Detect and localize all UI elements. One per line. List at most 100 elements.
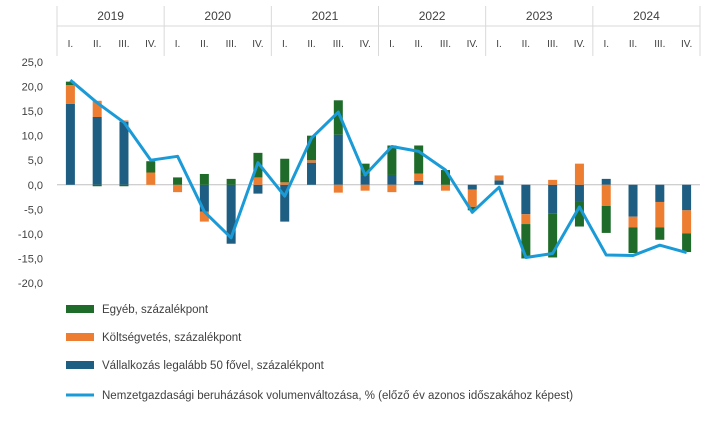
bar-segment [548, 179, 558, 185]
quarter-label: III. [333, 39, 344, 50]
quarter-label: I. [68, 39, 74, 50]
quarter-label: I. [389, 39, 395, 50]
investment-line [69, 79, 687, 259]
bar-segment [280, 184, 290, 222]
bar-segment [467, 206, 477, 211]
quarter-label: IV. [467, 39, 478, 50]
bar-segment [628, 184, 638, 217]
bar-segment [333, 100, 343, 135]
quarter-label: IV. [252, 39, 263, 50]
legend-label: Költségvetés, százalékpont [102, 332, 242, 344]
bar-segment [360, 163, 370, 176]
bar-segment [360, 184, 370, 191]
bar-segment [440, 184, 450, 191]
quarter-label: II. [415, 39, 423, 50]
bar-segment [199, 211, 209, 222]
period-header-grid: 2019 I. II. III. IV. 2020 I. II. III. IV. 2021 I. II… [56, 6, 701, 56]
bar-segment [253, 184, 263, 194]
bar-segment [467, 184, 477, 190]
quarter-label: II. [200, 39, 208, 50]
bar-segment [521, 214, 531, 225]
investment-line-path [69, 79, 687, 259]
bar-segment [414, 173, 424, 181]
bar-segment [92, 117, 102, 185]
bar-segment [146, 161, 156, 173]
bar-segment [601, 205, 611, 233]
bar-segment [682, 184, 692, 211]
bar-segment [682, 233, 692, 253]
bar-segment [574, 184, 584, 202]
bar-segment [655, 201, 665, 228]
bar-segment [628, 216, 638, 228]
bar-segment [226, 184, 236, 244]
quarter-label: III. [226, 39, 237, 50]
bar-segment [494, 180, 504, 185]
quarter-label: II. [307, 39, 315, 50]
bar-segment [253, 177, 263, 185]
y-tick-label: 0,0 [28, 180, 43, 192]
bar-segment [92, 100, 102, 118]
legend-label: Vállalkozás legalább 50 fővel, százalékp… [102, 360, 325, 372]
bar-segment [387, 145, 397, 175]
bar-segment [65, 85, 75, 104]
bar-segment [360, 175, 370, 185]
bar-segment [173, 184, 183, 193]
bar-segment [601, 178, 611, 185]
y-tick-label: -20,0 [18, 278, 43, 290]
year-label: 2019 [97, 9, 124, 23]
bar-segment [307, 135, 317, 161]
bar-segment [280, 158, 290, 183]
bar-segment [548, 213, 558, 258]
bar-segment [199, 184, 209, 212]
quarter-label: III. [118, 39, 129, 50]
bar-segment [333, 184, 343, 193]
bar-segment [173, 177, 183, 185]
y-tick-label: -5,0 [24, 204, 43, 216]
bar-segment [628, 227, 638, 254]
quarter-label: III. [547, 39, 558, 50]
quarter-label: II. [629, 39, 637, 50]
quarter-label: III. [440, 39, 451, 50]
legend-label: Egyéb, százalékpont [102, 304, 209, 316]
quarter-label: II. [522, 39, 530, 50]
year-label: 2020 [204, 9, 231, 23]
bar-segment [226, 178, 236, 185]
quarter-label: I. [496, 39, 502, 50]
bar-segment [65, 81, 75, 86]
y-tick-label: -10,0 [18, 229, 43, 241]
bar-segment [146, 172, 156, 185]
bar-segment [119, 184, 129, 187]
quarter-label: IV. [145, 39, 156, 50]
y-axis: 25,0 20,0 15,0 10,0 5,0 0,0 -5,0 -10,0 -15,0 -20,… [18, 57, 43, 290]
year-label: 2023 [526, 9, 553, 23]
bar-segment [280, 182, 290, 185]
bar-segment [548, 184, 558, 214]
quarter-label: I. [603, 39, 609, 50]
quarter-label: II. [93, 39, 101, 50]
bar-segment [574, 201, 584, 227]
bar-segment [307, 162, 317, 185]
legend: Egyéb, százalékpont Költségvetés, százalé… [66, 304, 573, 402]
bar-segment [307, 160, 317, 163]
bar-segment [387, 174, 397, 185]
quarter-label: I. [282, 39, 288, 50]
quarter-label: IV. [359, 39, 370, 50]
y-tick-label: 15,0 [22, 106, 43, 118]
y-tick-label: 25,0 [22, 57, 43, 69]
legend-label: Nemzetgazdasági beruházások volumenválto… [102, 390, 573, 402]
legend-swatch [66, 305, 94, 313]
bar-segment [414, 145, 424, 174]
quarter-label: IV. [574, 39, 585, 50]
bar-segment [414, 180, 424, 185]
bar-segment [199, 173, 209, 185]
quarter-label: I. [175, 39, 181, 50]
bar-segment [467, 189, 477, 207]
bar-segment [119, 121, 129, 185]
year-label: 2024 [633, 9, 660, 23]
legend-swatch [66, 361, 94, 369]
bar-segment [440, 170, 450, 185]
year-label: 2022 [419, 9, 446, 23]
bar-segment [92, 184, 102, 187]
bar-segment [387, 184, 397, 193]
